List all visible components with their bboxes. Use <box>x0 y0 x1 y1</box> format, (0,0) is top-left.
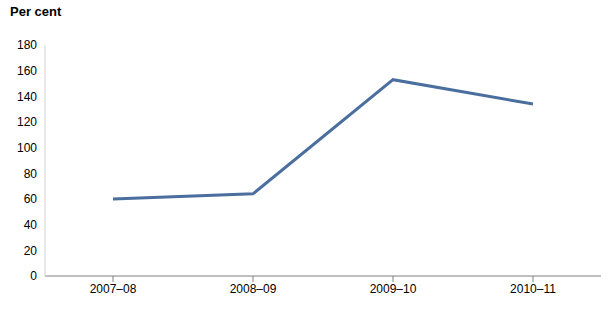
svg-text:140: 140 <box>17 90 37 104</box>
svg-text:20: 20 <box>24 244 38 258</box>
svg-text:2010–11: 2010–11 <box>510 282 556 296</box>
svg-text:160: 160 <box>17 64 37 78</box>
svg-text:60: 60 <box>24 192 38 206</box>
svg-text:2009–10: 2009–10 <box>370 282 417 296</box>
svg-text:120: 120 <box>17 115 37 129</box>
svg-text:80: 80 <box>24 167 38 181</box>
svg-text:40: 40 <box>24 218 38 232</box>
svg-text:2007–08: 2007–08 <box>90 282 137 296</box>
svg-text:100: 100 <box>17 141 37 155</box>
svg-text:0: 0 <box>30 269 37 283</box>
svg-text:180: 180 <box>17 38 37 52</box>
svg-text:2008–09: 2008–09 <box>230 282 277 296</box>
html-text:Per cent: Per cent <box>10 4 62 19</box>
